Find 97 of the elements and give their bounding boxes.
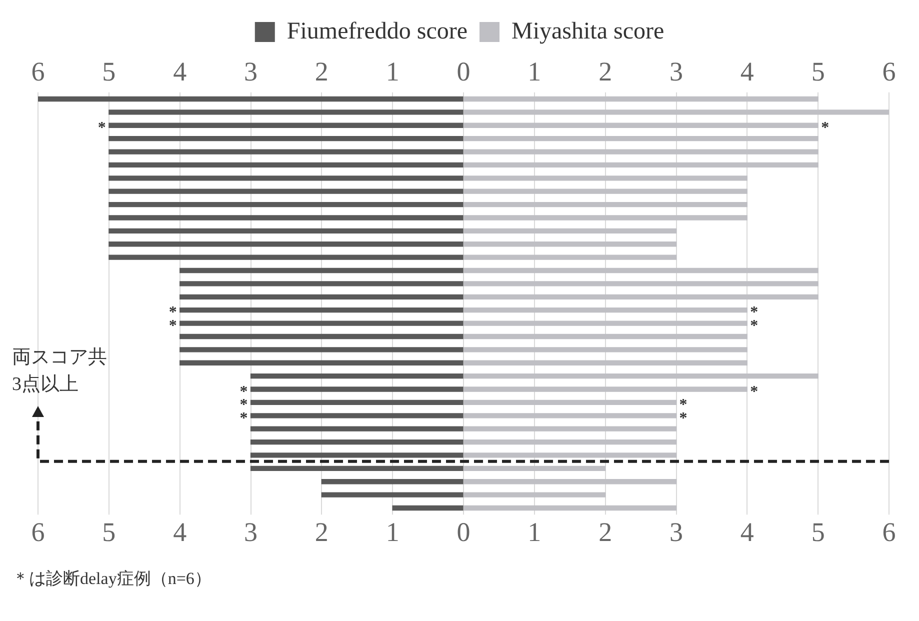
x2-tick-label: 1	[386, 56, 400, 86]
bar	[321, 492, 464, 498]
bar	[464, 347, 748, 352]
x-tick-label: 2	[598, 516, 612, 547]
x-tick-label: 3	[244, 516, 258, 547]
text: ＊は診断delay症例（n=6）	[12, 568, 212, 590]
bar	[108, 122, 464, 128]
bar	[464, 202, 748, 208]
bar	[464, 386, 748, 392]
bar	[250, 373, 464, 379]
bar	[464, 400, 677, 406]
x-tick-label: 4	[740, 516, 754, 547]
bar	[392, 505, 464, 511]
bar	[464, 439, 677, 445]
x2-tick-label: 2	[598, 56, 612, 86]
bar	[464, 426, 677, 432]
bar	[108, 254, 464, 260]
x-tick-label: 0	[456, 516, 470, 547]
bar	[464, 136, 818, 142]
bar	[180, 360, 464, 366]
bar	[464, 505, 677, 511]
x-tick-label: 1	[528, 516, 542, 547]
bar	[180, 308, 464, 313]
bar	[108, 136, 464, 142]
bar	[464, 254, 677, 260]
legend-label: Miyashita score	[511, 18, 664, 44]
x-tick-label: 5	[102, 516, 116, 547]
bar	[108, 242, 464, 247]
x-tick-label: 1	[386, 516, 400, 547]
bar	[250, 426, 464, 432]
data-label: *	[98, 120, 106, 137]
bar	[180, 281, 464, 286]
bar	[180, 268, 464, 274]
bar	[250, 400, 464, 406]
bar	[464, 479, 677, 484]
bar	[250, 439, 464, 445]
bar	[464, 122, 818, 128]
bar	[464, 373, 818, 379]
bar	[464, 294, 818, 300]
bar	[464, 176, 748, 181]
x2-tick-label: 3	[244, 56, 258, 86]
bar	[180, 294, 464, 300]
legend-label: Fiumefreddo score	[286, 18, 468, 44]
x2-tick-label: 2	[314, 56, 328, 86]
bar	[464, 162, 818, 168]
data-label: *	[750, 383, 758, 400]
bar	[464, 96, 818, 102]
x2-tick-label: 6	[31, 56, 45, 86]
bar	[250, 386, 464, 392]
x-tick-label: 4	[173, 516, 188, 547]
x2-tick-label: 5	[102, 56, 116, 86]
bar	[321, 479, 464, 484]
bar	[464, 308, 748, 313]
bar	[464, 228, 677, 234]
bar	[108, 202, 464, 208]
x2-tick-label: 0	[456, 56, 470, 86]
bar	[464, 215, 748, 220]
x-tick-label: 6	[31, 516, 45, 547]
bar	[464, 149, 818, 154]
x-tick-label: 5	[811, 516, 825, 547]
bar	[464, 413, 677, 418]
bar	[464, 242, 677, 247]
bar	[108, 149, 464, 154]
bar	[464, 466, 606, 471]
bar	[250, 413, 464, 418]
x2-tick-label: 5	[811, 56, 825, 86]
bar	[108, 162, 464, 168]
x-tick-label: 2	[314, 516, 328, 547]
bar	[108, 215, 464, 220]
bar	[108, 188, 464, 194]
bar	[180, 334, 464, 340]
bar	[464, 334, 748, 340]
bar	[464, 188, 748, 194]
bar	[250, 452, 464, 458]
x2-tick-label: 6	[882, 56, 896, 86]
x2-tick-label: 1	[528, 56, 542, 86]
x-tick-label: 3	[670, 516, 683, 547]
x-tick-label: 6	[882, 516, 896, 547]
bar	[180, 320, 464, 326]
bar	[180, 347, 464, 352]
data-label: *	[821, 120, 830, 137]
bar	[108, 228, 464, 234]
bar	[38, 96, 464, 102]
bar	[464, 281, 818, 286]
bar	[464, 360, 748, 366]
bar	[464, 320, 748, 326]
bar	[250, 466, 464, 471]
x2-tick-label: 4	[173, 56, 188, 86]
bar	[464, 110, 889, 115]
bar	[464, 268, 818, 274]
bar	[464, 492, 606, 498]
annotation: 両スコア共 3点以上	[12, 346, 107, 398]
x2-tick-label: 4	[740, 56, 754, 86]
x2-tick-label: 3	[670, 56, 683, 86]
bar	[108, 110, 464, 115]
bar	[108, 176, 464, 181]
bar	[464, 452, 677, 458]
